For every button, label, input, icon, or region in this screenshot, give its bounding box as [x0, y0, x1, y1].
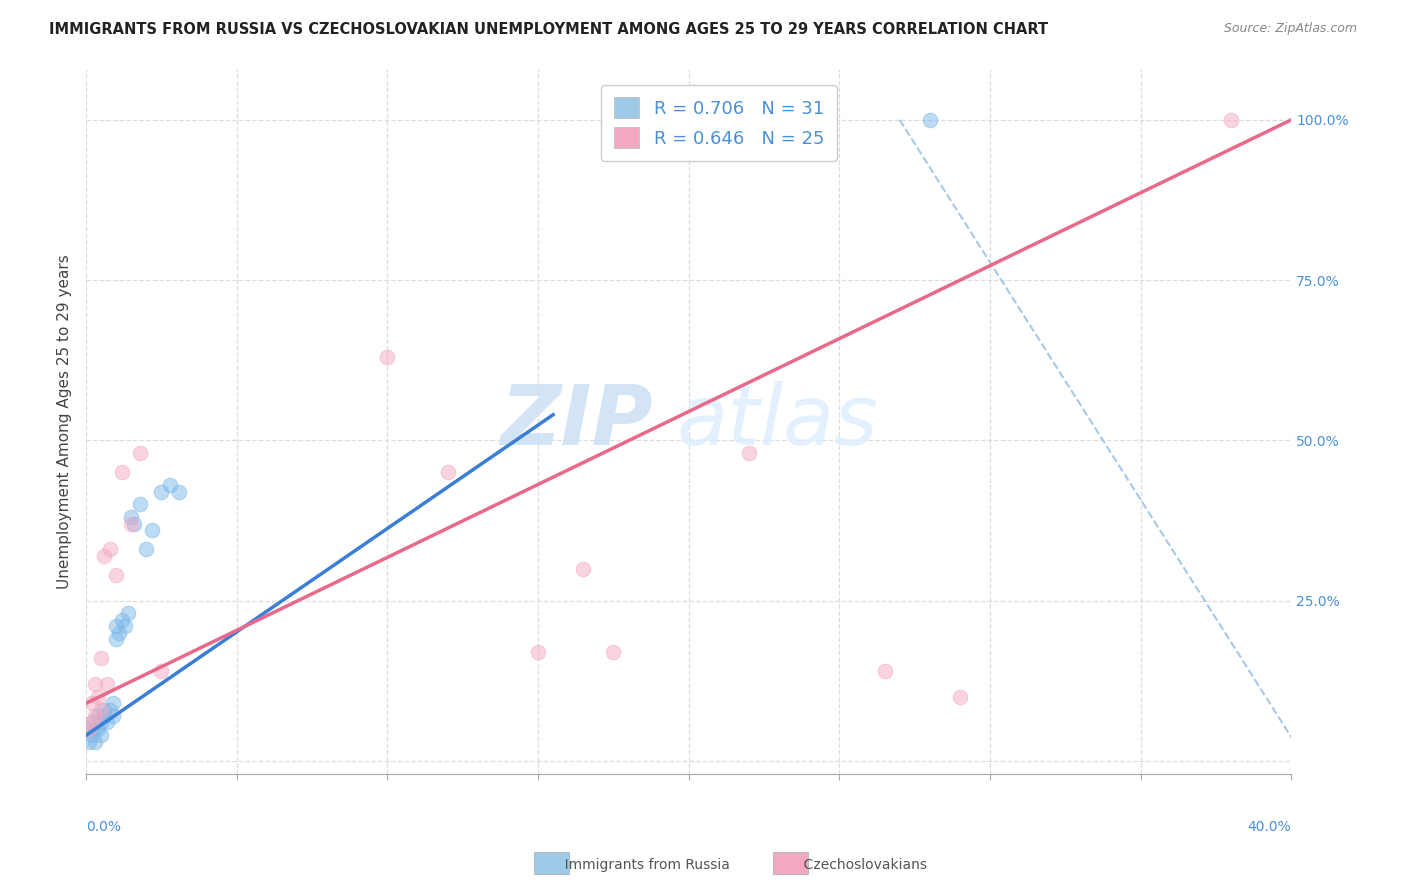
Point	[918, 112, 941, 127]
Point	[124, 516, 146, 531]
Text: atlas: atlas	[676, 381, 879, 462]
Point	[111, 613, 134, 627]
Point	[77, 722, 100, 736]
Text: 40.0%: 40.0%	[1247, 820, 1291, 834]
Point	[105, 632, 128, 647]
Text: Czechoslovakians: Czechoslovakians	[773, 858, 928, 872]
Point	[150, 664, 173, 678]
Point	[436, 466, 458, 480]
Point	[738, 446, 761, 460]
Point	[135, 542, 157, 557]
Point	[93, 703, 115, 717]
Point	[98, 703, 121, 717]
Point	[1220, 112, 1243, 127]
Point	[96, 677, 118, 691]
Point	[90, 703, 112, 717]
Point	[96, 715, 118, 730]
Point	[82, 696, 104, 710]
Point	[77, 735, 100, 749]
Legend: R = 0.706   N = 31, R = 0.646   N = 25: R = 0.706 N = 31, R = 0.646 N = 25	[602, 85, 837, 161]
Point	[117, 607, 139, 621]
Point	[77, 722, 100, 736]
Point	[84, 722, 107, 736]
Point	[159, 478, 181, 492]
Point	[129, 446, 152, 460]
Point	[111, 466, 134, 480]
Text: 0.0%: 0.0%	[86, 820, 121, 834]
Point	[87, 709, 110, 723]
Point	[105, 568, 128, 582]
Point	[93, 549, 115, 563]
Point	[120, 510, 142, 524]
Text: Source: ZipAtlas.com: Source: ZipAtlas.com	[1223, 22, 1357, 36]
Point	[87, 722, 110, 736]
Point	[82, 728, 104, 742]
Point	[873, 664, 896, 678]
Text: Immigrants from Russia: Immigrants from Russia	[534, 858, 730, 872]
Point	[90, 651, 112, 665]
Point	[98, 542, 121, 557]
Point	[87, 690, 110, 704]
Point	[129, 498, 152, 512]
Point	[114, 619, 136, 633]
Point	[84, 735, 107, 749]
Point	[527, 645, 550, 659]
Point	[103, 696, 125, 710]
Point	[602, 645, 624, 659]
Point	[90, 728, 112, 742]
Point	[108, 625, 131, 640]
Point	[120, 516, 142, 531]
Text: IMMIGRANTS FROM RUSSIA VS CZECHOSLOVAKIAN UNEMPLOYMENT AMONG AGES 25 TO 29 YEARS: IMMIGRANTS FROM RUSSIA VS CZECHOSLOVAKIA…	[49, 22, 1049, 37]
Point	[82, 715, 104, 730]
Point	[84, 709, 107, 723]
Point	[84, 677, 107, 691]
Y-axis label: Unemployment Among Ages 25 to 29 years: Unemployment Among Ages 25 to 29 years	[58, 253, 72, 589]
Point	[141, 523, 163, 537]
Point	[949, 690, 972, 704]
Point	[105, 619, 128, 633]
Point	[377, 350, 399, 364]
Point	[82, 715, 104, 730]
Point	[169, 484, 191, 499]
Point	[93, 709, 115, 723]
Point	[150, 484, 173, 499]
Text: ZIP: ZIP	[501, 381, 652, 462]
Point	[103, 709, 125, 723]
Point	[572, 561, 595, 575]
Point	[90, 715, 112, 730]
